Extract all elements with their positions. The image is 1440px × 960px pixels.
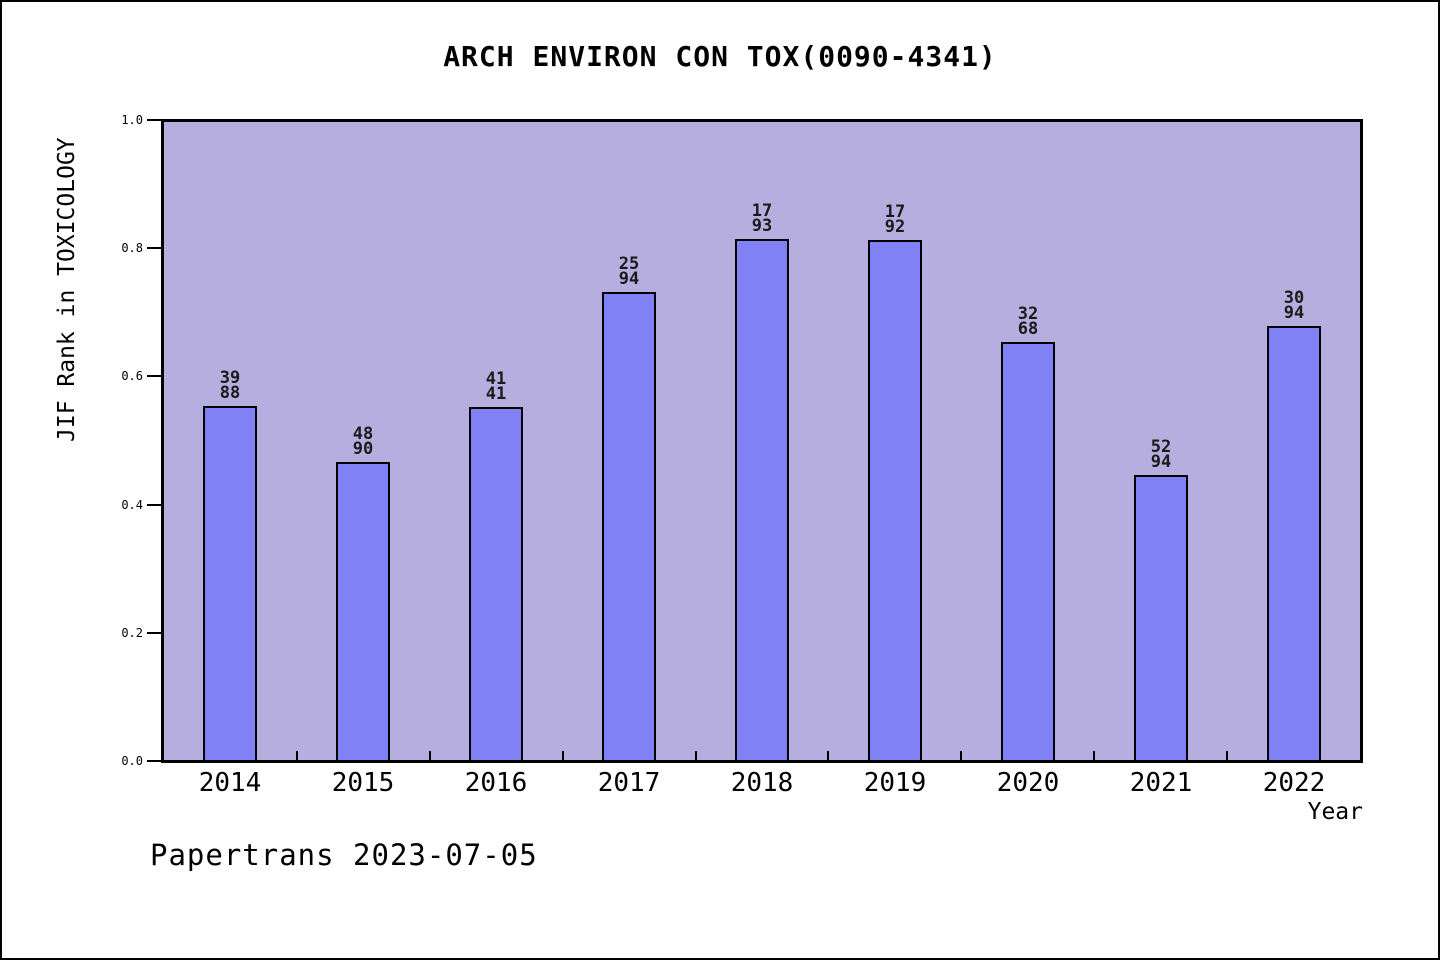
bar-total-value: 94 (618, 269, 640, 289)
bar-value-label-2015: 48 90 (313, 424, 413, 459)
bar-2021 (1134, 475, 1188, 760)
bar-total-value: 94 (1150, 452, 1172, 472)
x-minor-tick (1226, 751, 1228, 760)
bar-2017 (602, 292, 656, 760)
y-tick (147, 504, 161, 506)
bar-total-value: 68 (1017, 319, 1039, 339)
x-minor-tick (296, 751, 298, 760)
x-minor-tick (429, 751, 431, 760)
x-minor-tick (1093, 751, 1095, 760)
y-tick (147, 247, 161, 249)
bar-rank-value: 30 (1283, 288, 1305, 308)
x-axis-title: Year (1307, 799, 1363, 825)
x-tick-label-2021: 2021 (1129, 768, 1193, 798)
x-minor-tick (695, 751, 697, 760)
bar-total-value: 88 (219, 383, 241, 403)
bar-rank-value: 17 (884, 202, 906, 222)
y-tick-label: 0.0 (121, 754, 143, 768)
y-tick (147, 760, 161, 762)
bar-value-label-2021: 52 94 (1111, 437, 1211, 472)
x-tick-label-2016: 2016 (464, 768, 528, 798)
bar-value-label-2017: 25 94 (579, 254, 679, 289)
bar-2015 (336, 462, 390, 760)
bar-total-value: 94 (1283, 303, 1305, 323)
bar-total-value: 90 (352, 439, 374, 459)
bar-value-label-2022: 30 94 (1244, 288, 1344, 323)
footer-note: Papertrans 2023-07-05 (150, 838, 538, 872)
bar-rank-value: 32 (1017, 304, 1039, 324)
x-minor-tick (827, 751, 829, 760)
y-tick-label: 0.8 (121, 241, 143, 255)
bar-value-label-2014: 39 88 (180, 368, 280, 403)
bar-2016 (469, 407, 523, 760)
plot-area: 39 88 48 90 41 41 25 94 17 93 17 92 32 68 52 94 30 94 (161, 119, 1363, 763)
x-tick-label-2020: 2020 (996, 768, 1060, 798)
x-minor-tick (562, 751, 564, 760)
bar-total-value: 41 (485, 384, 507, 404)
x-tick-label-2014: 2014 (198, 768, 262, 798)
y-tick (147, 632, 161, 634)
x-tick-label-2018: 2018 (730, 768, 794, 798)
bar-2019 (868, 240, 922, 760)
y-tick-label: 0.6 (121, 369, 143, 383)
y-tick-label: 0.4 (121, 498, 143, 512)
x-tick-label-2022: 2022 (1262, 768, 1326, 798)
bar-value-label-2020: 32 68 (978, 304, 1078, 339)
chart-title: ARCH ENVIRON CON TOX(0090-4341) (443, 40, 997, 73)
x-tick-label-2017: 2017 (597, 768, 661, 798)
x-tick-label-2015: 2015 (331, 768, 395, 798)
x-tick-label-2019: 2019 (863, 768, 927, 798)
bar-value-label-2019: 17 92 (845, 202, 945, 237)
bar-rank-value: 52 (1150, 437, 1172, 457)
bar-2014 (203, 406, 257, 760)
bar-total-value: 93 (751, 216, 773, 236)
bar-2022 (1267, 326, 1321, 760)
bar-value-label-2016: 41 41 (446, 369, 546, 404)
y-tick (147, 119, 161, 121)
y-tick-label: 0.2 (121, 626, 143, 640)
bar-rank-value: 48 (352, 424, 374, 444)
bar-total-value: 92 (884, 217, 906, 237)
bar-rank-value: 17 (751, 201, 773, 221)
x-minor-tick (960, 751, 962, 760)
y-tick-label: 1.0 (121, 113, 143, 127)
bar-rank-value: 41 (485, 369, 507, 389)
y-tick (147, 375, 161, 377)
bar-value-label-2018: 17 93 (712, 201, 812, 236)
bar-rank-value: 25 (618, 254, 640, 274)
bar-rank-value: 39 (219, 368, 241, 388)
bar-2020 (1001, 342, 1055, 760)
bar-2018 (735, 239, 789, 760)
